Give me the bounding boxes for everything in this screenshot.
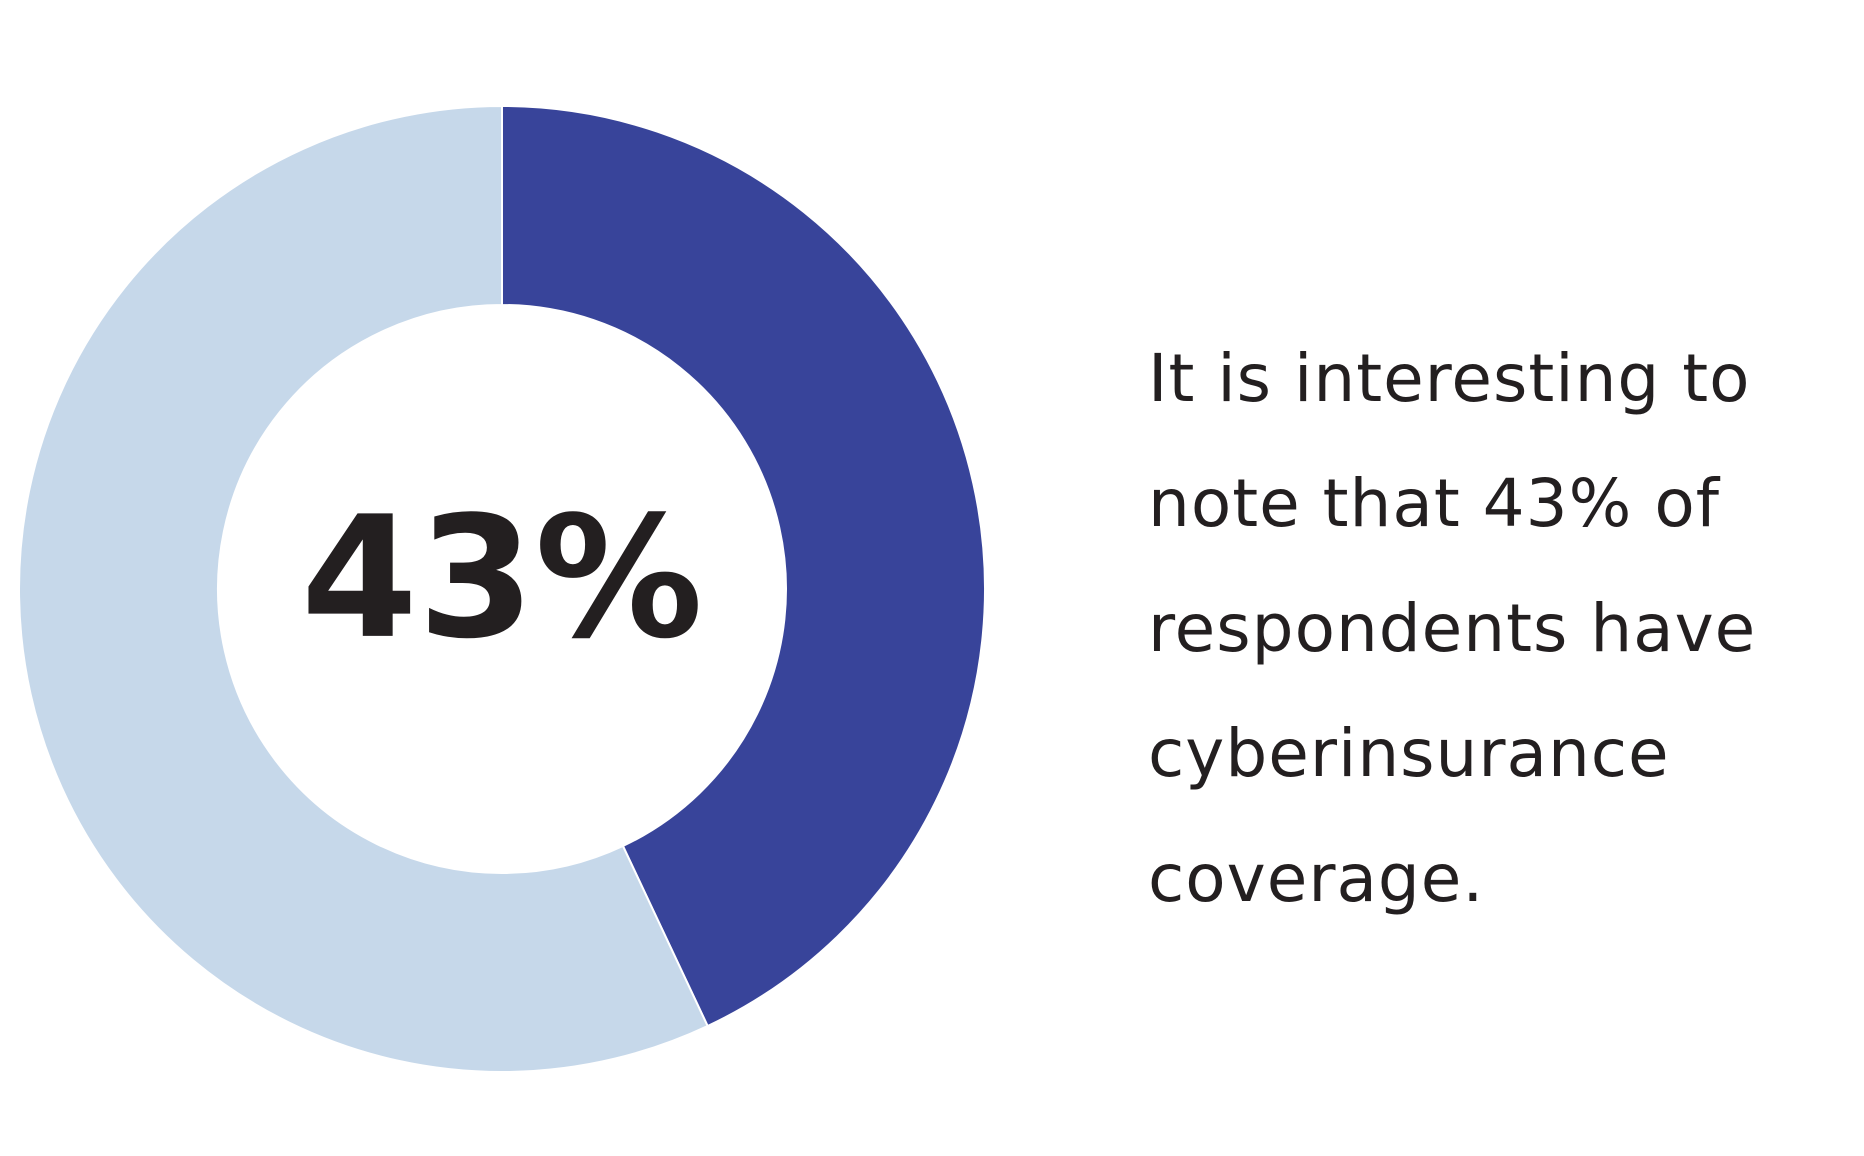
caption-line: note that 43% of [1148, 465, 1720, 542]
caption-line: It is interesting to [1148, 340, 1751, 417]
caption-line: cyberinsurance [1148, 715, 1670, 792]
donut-slice-have-coverage [501, 104, 986, 1028]
caption-line: coverage. [1148, 840, 1485, 917]
caption-text: It is interesting to note that 43% of re… [1148, 316, 1838, 941]
donut-chart: 43% [18, 104, 986, 1073]
donut-center-value: 43% [301, 480, 703, 676]
donut-slices [18, 104, 986, 1073]
caption-line: respondents have [1148, 590, 1757, 667]
donut-slice-no-coverage [18, 104, 709, 1073]
